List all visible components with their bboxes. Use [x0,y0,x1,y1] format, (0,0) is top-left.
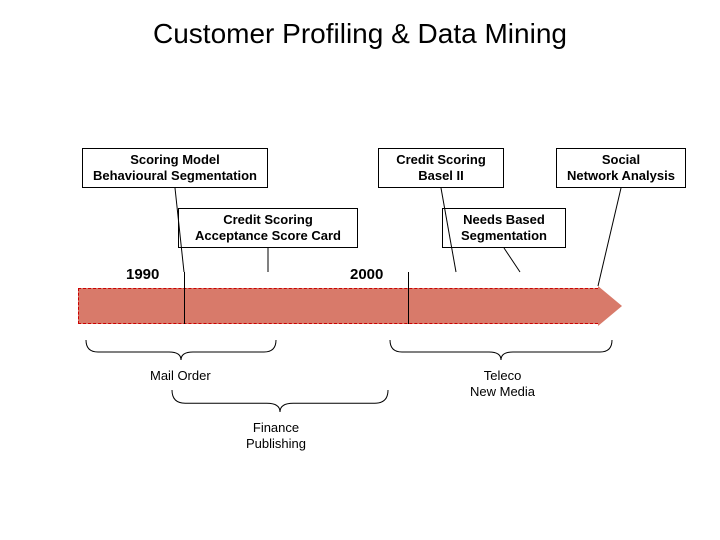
timeline-tick [184,272,185,324]
timeline: 19902000 [78,288,622,324]
timeline-tick [408,272,409,324]
brace-finance-label: FinancePublishing [246,420,306,453]
page-title: Customer Profiling & Data Mining [0,18,720,50]
box-social-network: SocialNetwork Analysis [556,148,686,188]
box-credit-basel: Credit ScoringBasel II [378,148,504,188]
box-credit-acceptance: Credit ScoringAcceptance Score Card [178,208,358,248]
box-needs-based: Needs BasedSegmentation [442,208,566,248]
timeline-bar [78,288,598,324]
brace-mail-order-label: Mail Order [150,368,211,384]
box-scoring-model: Scoring ModelBehavioural Segmentation [82,148,268,188]
timeline-arrowhead [598,286,622,326]
brace-teleco-label: TelecoNew Media [470,368,535,401]
timeline-tick-label: 1990 [126,266,159,283]
timeline-tick-label: 2000 [350,266,383,283]
